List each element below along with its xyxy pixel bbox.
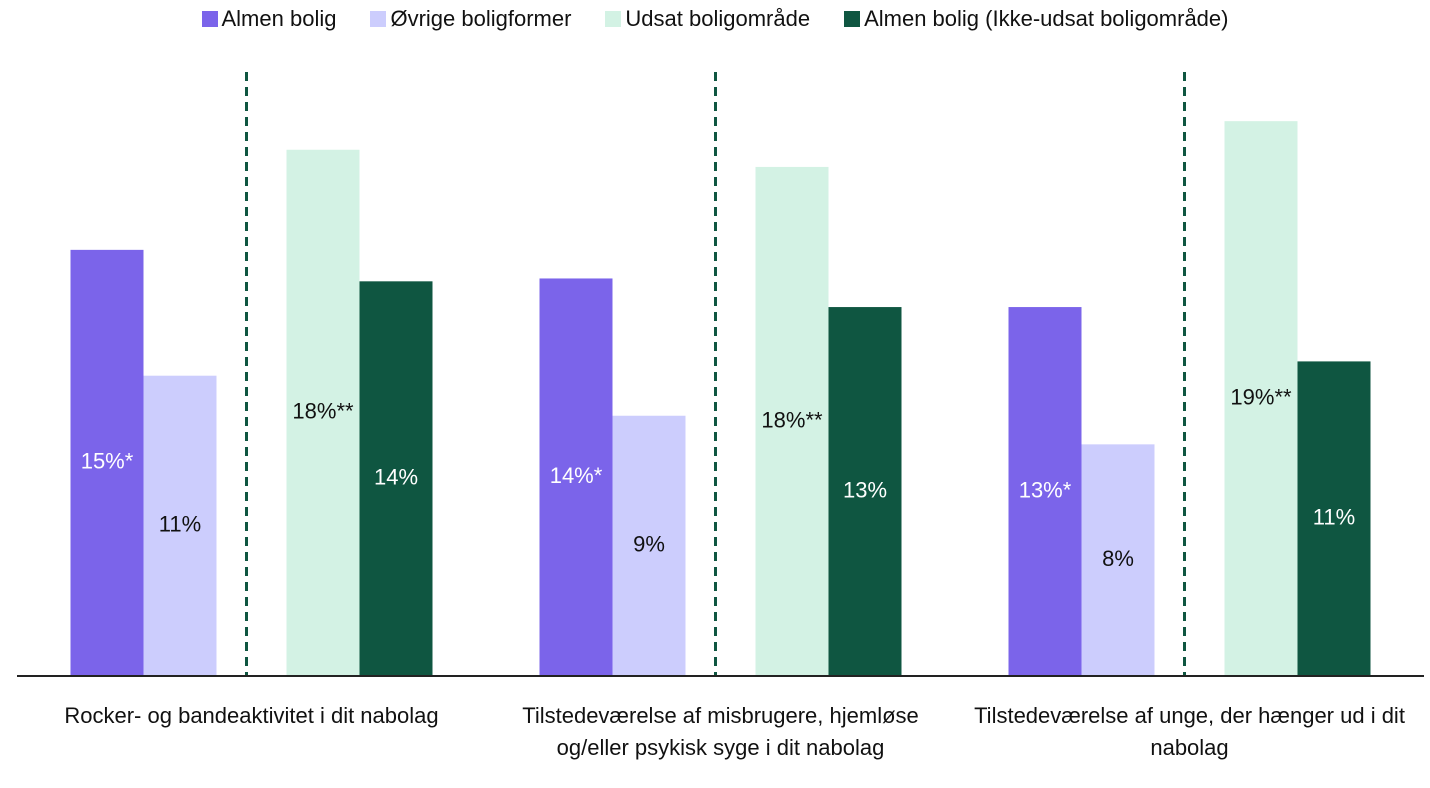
legend: Almen bolig Øvrige boligformer Udsat bolig… [0,6,1430,32]
x-tick-label: Tilstedeværelse af misbrugere, hjemløse … [522,703,919,760]
bar [70,249,144,677]
x-tick-label: Rocker- og bandeaktivitet i dit nabolag [64,703,439,728]
value-label: 9% [633,532,665,557]
legend-label: Øvrige boligformer [390,6,572,31]
bar [1297,361,1371,676]
bar [1224,121,1298,676]
bar [1081,444,1155,676]
value-label: 19%** [1230,384,1292,409]
legend-label: Almen bolig (Ikke-udsat boligområde) [864,6,1229,31]
value-label: 14%* [550,463,603,488]
legend-swatch [201,11,218,27]
legend-item: Almen bolig [201,6,337,32]
legend-swatch [605,11,622,27]
bar [1008,307,1082,676]
legend-item: Øvrige boligformer [370,6,571,32]
x-tick-label: Tilstedeværelse af unge, der hænger ud i… [974,703,1405,760]
legend-item: Udsat boligområde [605,6,810,32]
bar [755,166,829,677]
value-label: 14% [374,464,418,489]
bar [612,415,686,676]
value-label: 11% [1313,505,1355,530]
bar [539,278,613,676]
value-label: 18%** [761,407,823,432]
legend-item: Almen bolig (Ikke-udsat boligområde) [844,6,1228,32]
bar [828,307,902,676]
legend-swatch [370,11,387,27]
bar [359,281,433,676]
bar [286,149,360,676]
value-label: 13% [843,477,887,502]
bar [143,375,217,676]
value-label: 11% [159,512,201,537]
legend-label: Almen bolig [221,6,337,31]
value-label: 13%* [1019,477,1072,502]
value-label: 18%** [292,399,354,424]
value-label: 15%* [81,449,134,474]
legend-swatch [844,11,861,27]
value-label: 8% [1102,546,1134,571]
legend-label: Udsat boligområde [625,6,811,31]
